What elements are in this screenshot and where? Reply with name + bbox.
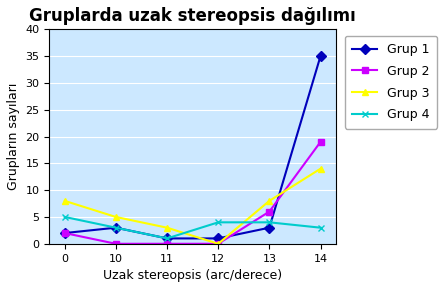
- Grup 1: [267, 226, 272, 229]
- Grup 1: [62, 231, 67, 235]
- Line: Grup 4: Grup 4: [61, 214, 324, 242]
- Grup 4: [62, 215, 67, 219]
- Grup 4: [215, 221, 221, 224]
- Grup 2: [62, 231, 67, 235]
- Line: Grup 3: Grup 3: [61, 165, 324, 247]
- Line: Grup 2: Grup 2: [61, 138, 324, 247]
- Y-axis label: Grupların sayıları: Grupların sayıları: [7, 83, 20, 190]
- Grup 3: [113, 215, 118, 219]
- Grup 1: [215, 237, 221, 240]
- Grup 1: [113, 226, 118, 229]
- Grup 2: [113, 242, 118, 246]
- Grup 4: [318, 226, 323, 229]
- Title: Gruplarda uzak stereopsis dağılımı: Gruplarda uzak stereopsis dağılımı: [29, 7, 356, 25]
- Grup 1: [164, 237, 170, 240]
- Grup 3: [318, 167, 323, 171]
- Grup 3: [164, 226, 170, 229]
- Grup 2: [164, 242, 170, 246]
- Grup 4: [267, 221, 272, 224]
- Grup 4: [113, 226, 118, 229]
- Grup 2: [215, 242, 221, 246]
- Line: Grup 1: Grup 1: [61, 53, 324, 242]
- Grup 1: [318, 54, 323, 58]
- Grup 2: [267, 210, 272, 213]
- Legend: Grup 1, Grup 2, Grup 3, Grup 4: Grup 1, Grup 2, Grup 3, Grup 4: [345, 36, 437, 129]
- Grup 3: [215, 242, 221, 246]
- Grup 3: [267, 199, 272, 203]
- Grup 3: [62, 199, 67, 203]
- X-axis label: Uzak stereopsis (arc/derece): Uzak stereopsis (arc/derece): [103, 269, 282, 282]
- Grup 4: [164, 237, 170, 240]
- Grup 2: [318, 140, 323, 144]
